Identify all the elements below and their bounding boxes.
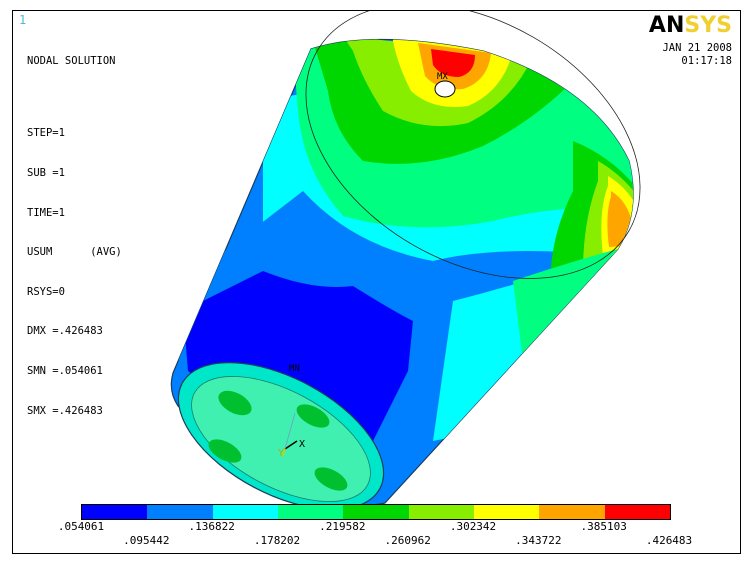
solution-info: NODAL SOLUTION STEP=1 SUB =1 TIME=1 USUM… xyxy=(27,29,122,444)
info-line: DMX =.426483 xyxy=(27,325,103,338)
bottom-spot xyxy=(218,390,252,416)
legend-color-cell xyxy=(539,505,605,519)
contour-legend xyxy=(81,504,671,520)
legend-label-bottom: .343722 xyxy=(515,534,562,547)
legend-color-cell xyxy=(147,505,213,519)
info-line: SMN =.054061 xyxy=(27,365,103,378)
date-text: JAN 21 2008 xyxy=(662,42,732,54)
legend-color-cell xyxy=(277,505,344,519)
info-line: STEP=1 xyxy=(27,127,65,140)
contour-plot[interactable]: MX MN X Y xyxy=(13,11,740,553)
legend-label-top: .136822 xyxy=(188,520,235,533)
top-rim xyxy=(305,11,641,279)
legend-label-top: .219582 xyxy=(319,520,366,533)
legend-label-top: .054061 xyxy=(57,520,105,533)
info-line: SUB =1 xyxy=(27,167,65,180)
graphics-window[interactable]: 1 NODAL SOLUTION STEP=1 SUB =1 TIME=1 US… xyxy=(12,10,741,554)
axis-x-line xyxy=(284,440,298,450)
info-line: TIME=1 xyxy=(27,206,65,219)
axis-z-line xyxy=(284,412,296,450)
axis-x-label: X xyxy=(299,439,305,450)
logo-an: AN xyxy=(648,13,685,38)
axis-y-label: Y xyxy=(278,448,284,459)
info-line: SMX =.426483 xyxy=(27,404,103,417)
axis-y-line xyxy=(282,448,286,457)
legend-label-top: .302342 xyxy=(449,520,497,533)
info-line: RSYS=0 xyxy=(27,285,65,298)
window-number: 1 xyxy=(19,13,27,27)
bottom-spot xyxy=(314,467,348,491)
legend-color-cell xyxy=(604,505,670,519)
legend-color-cell xyxy=(408,505,474,519)
info-line: NODAL SOLUTION xyxy=(27,55,116,68)
info-line: USUM (AVG) xyxy=(27,246,122,259)
legend-label-bottom: .095442 xyxy=(123,534,170,547)
legend-color-cell xyxy=(212,505,278,519)
legend-color-cell xyxy=(343,505,409,519)
legend-label-bottom: .426483 xyxy=(645,534,693,547)
logo-sys: SYS xyxy=(684,13,732,38)
legend-label-top: .385103 xyxy=(580,520,627,533)
legend-color-cell xyxy=(82,505,148,519)
ansys-logo: ANSYS xyxy=(649,13,732,38)
legend-label-bottom: .260962 xyxy=(384,534,431,547)
hole-marker xyxy=(434,80,456,98)
time-text: 01:17:18 xyxy=(681,55,732,67)
mn-marker: MN xyxy=(289,364,300,374)
bottom-spot xyxy=(296,404,330,428)
contour-bands xyxy=(173,39,634,481)
legend-label-bottom: .178202 xyxy=(253,534,301,547)
timestamp: JAN 21 2008 01:17:18 xyxy=(662,42,732,68)
legend-color-cell xyxy=(473,505,540,519)
bottom-spot xyxy=(208,439,242,463)
mx-marker: MX xyxy=(437,72,448,82)
